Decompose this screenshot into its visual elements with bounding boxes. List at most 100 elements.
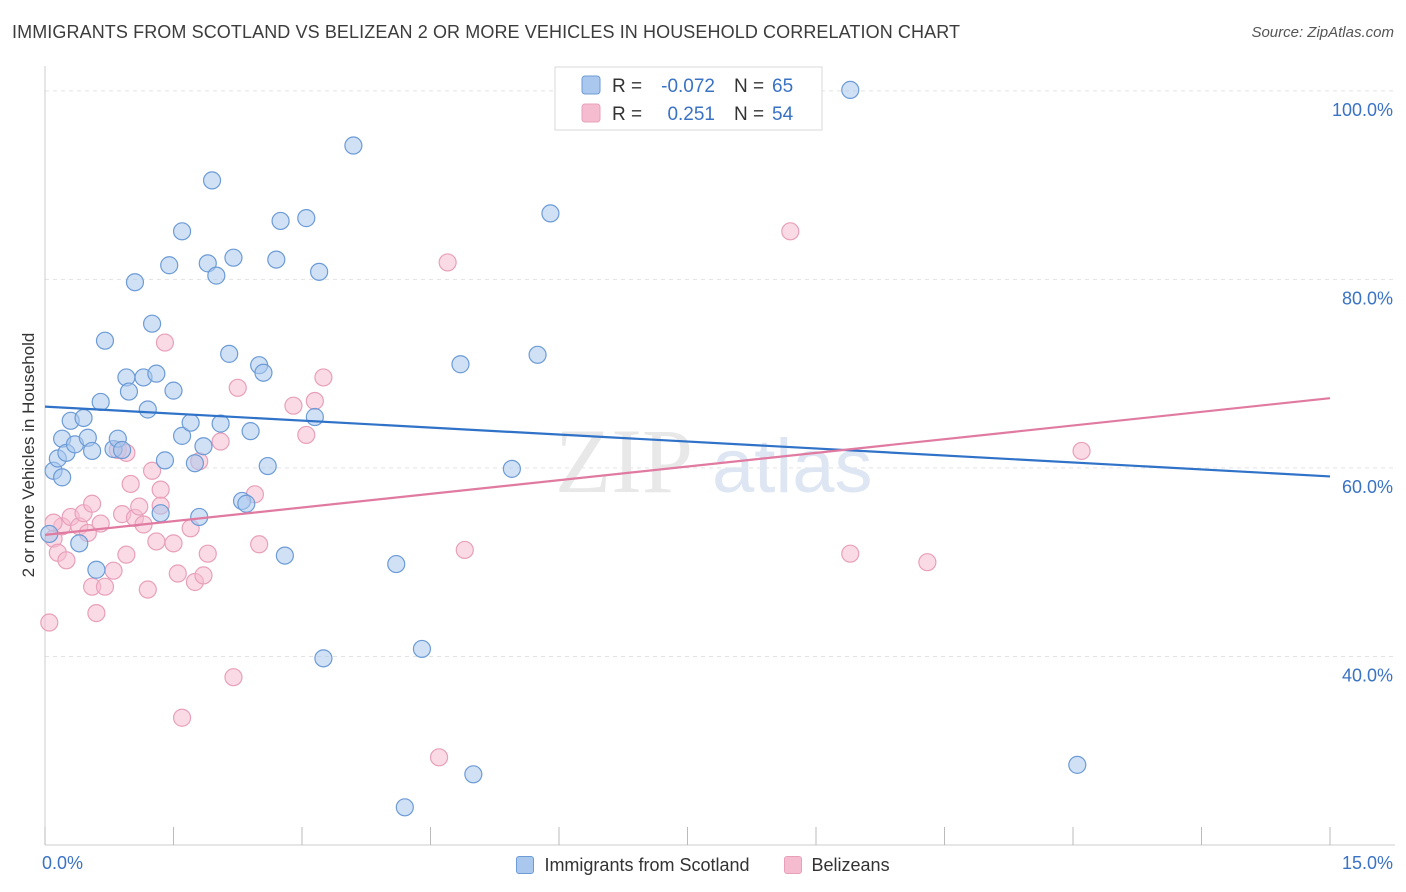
point-scotland [164,381,183,400]
point-belizean [83,494,102,513]
point-scotland [541,204,560,223]
point-scotland [224,248,243,267]
point-scotland [87,560,106,579]
point-scotland [194,437,213,456]
point-belizean [147,532,166,551]
point-belizean [138,580,157,599]
point-scotland [237,494,256,513]
point-scotland [181,413,200,432]
point-scotland [160,256,179,275]
point-scotland [241,422,260,441]
legend-item-belizeans: Belizeans [783,854,890,876]
point-belizean [250,535,269,554]
point-belizean [224,668,243,687]
point-scotland [254,363,273,382]
point-belizean [142,461,162,480]
y-tick-label: 80.0% [1342,288,1393,308]
point-scotland [91,392,110,412]
point-belizean [297,425,316,445]
point-belizean [172,708,192,727]
point-belizean [438,253,457,272]
trend-layer [44,397,1331,536]
grid-layer [45,90,1395,657]
legend-label-scotland: Immigrants from Scotland [544,854,750,875]
watermark: ZIP atlas [555,410,873,512]
point-belizean [1072,441,1091,461]
legend-swatch-pink [581,103,601,123]
point-scotland [841,80,860,100]
trend-line-scotland [44,405,1331,478]
point-scotland [142,314,162,333]
point-scotland [464,765,483,784]
point-belizean [211,432,230,451]
point-scotland [172,222,192,241]
point-belizean [121,474,140,494]
point-scotland [502,459,521,478]
point-belizean [781,222,800,241]
point-scotland [53,468,72,487]
legend-swatch-blue [581,75,601,95]
point-belizean [198,544,217,563]
point-scotland [185,454,205,473]
point-scotland [95,331,115,350]
legend-n-label-2: N = [734,104,764,125]
point-scotland [305,407,324,427]
point-scotland [125,273,145,292]
axis-layer: 40.0% 60.0% 80.0% 100.0% 0.0% 15.0% [42,66,1395,873]
legend-r-value-1: -0.072 [661,76,715,97]
y-tick-label: 100.0% [1332,100,1393,120]
point-belizean [130,497,149,516]
trend-line-belizean [44,397,1331,536]
point-scotland [528,345,547,364]
legend-r-value-2: 0.251 [667,104,715,125]
point-scotland [344,136,363,155]
point-belizean [314,368,333,387]
point-scotland [220,344,239,363]
point-belizean [284,396,303,415]
point-belizean [117,545,136,564]
point-belizean [40,613,59,632]
point-scotland [151,504,170,523]
point-scotland [387,554,406,574]
point-scotland [310,262,329,281]
point-scotland [267,250,286,269]
point-scotland [74,408,93,428]
point-belizean [164,534,183,553]
point-belizean [95,577,115,596]
point-scotland [155,451,175,470]
source-note: Source: ZipAtlas.com [1251,24,1394,41]
point-belizean [918,553,937,572]
point-belizean [87,603,106,623]
point-scotland [138,400,157,419]
bottom-legend: Immigrants from Scotland Belizeans [0,852,1406,878]
legend-n-value-2: 54 [772,104,794,125]
legend-r-label-2: R = [612,104,642,125]
point-scotland [412,639,432,659]
legend-box: R = -0.072 N = 65 R = 0.251 N = 54 [554,66,823,131]
legend-n-label-1: N = [734,76,764,97]
point-scotland [275,546,294,565]
point-scotland [83,441,102,461]
y-axis-label-group: 2 or more Vehicles in Household [19,333,38,578]
point-belizean [194,566,213,585]
point-scotland [211,414,230,433]
point-scotland [314,649,333,668]
point-belizean [455,540,474,560]
point-scotland [112,440,132,460]
point-belizean [155,333,175,352]
point-scotland [395,798,414,817]
legend-r-label-1: R = [612,76,642,97]
point-scotland [271,211,290,231]
point-scotland [70,534,89,553]
legend-n-value-1: 65 [772,76,793,97]
point-scotland [202,171,222,190]
legend-label-belizeans: Belizeans [811,854,890,875]
point-belizean [429,748,449,767]
watermark-zip: ZIP [555,410,693,512]
watermark-atlas: atlas [712,424,873,509]
point-scotland [297,209,316,228]
point-belizean [228,378,247,397]
point-scotland [451,355,470,374]
x-tick-label-max: 15.0% [1342,853,1393,873]
